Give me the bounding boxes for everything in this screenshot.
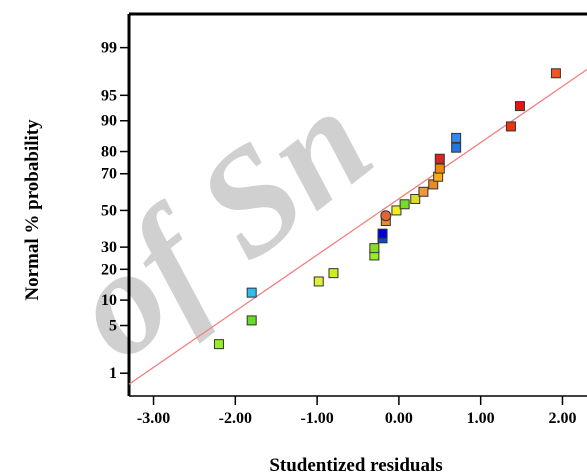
data-point [246, 287, 257, 298]
data-point [213, 339, 224, 350]
data-point [434, 153, 445, 164]
y-tick-label: 1 [109, 365, 117, 382]
y-tick-label: 30 [101, 239, 117, 256]
x-axis-title: Studentized residuals [269, 455, 442, 475]
y-tick-label: 70 [101, 166, 117, 183]
x-tick-label: -1.00 [300, 410, 333, 427]
y-tick-label: 5 [109, 318, 117, 335]
x-tick-label: 1.00 [467, 410, 495, 427]
x-axis-ticks: -3.00 -2.00 -1.00 0.00 1.00 2.00 [137, 396, 576, 427]
x-tick-label: 0.00 [385, 410, 413, 427]
data-point [246, 315, 257, 326]
x-tick-label: -3.00 [137, 410, 170, 427]
data-point [313, 276, 324, 287]
data-point [369, 243, 380, 254]
y-tick-label: 10 [101, 292, 117, 309]
data-point [391, 205, 402, 216]
y-tick-label: 99 [101, 40, 117, 57]
plot-frame [127, 12, 587, 397]
y-tick-label: 90 [101, 113, 117, 130]
data-point [451, 142, 462, 153]
y-tick-label: 95 [101, 87, 117, 104]
x-tick-label: 2.00 [548, 410, 576, 427]
data-point [434, 163, 445, 174]
y-axis-ticks: 99 95 90 80 70 50 30 20 10 5 1 [101, 40, 129, 382]
data-point [380, 210, 392, 222]
y-tick-label: 50 [101, 202, 117, 219]
data-point [514, 101, 525, 112]
data-point [550, 68, 561, 79]
data-point [451, 132, 462, 143]
data-points [213, 68, 561, 350]
y-tick-label: 80 [101, 144, 117, 161]
data-point [399, 199, 410, 210]
data-point [377, 228, 388, 239]
data-point [505, 121, 516, 132]
data-point [410, 193, 421, 204]
y-tick-label: 20 [101, 261, 117, 278]
data-point [418, 186, 429, 197]
y-axis-title: Normal % probability [22, 119, 43, 301]
data-point [328, 268, 339, 279]
x-tick-label: -2.00 [219, 410, 252, 427]
